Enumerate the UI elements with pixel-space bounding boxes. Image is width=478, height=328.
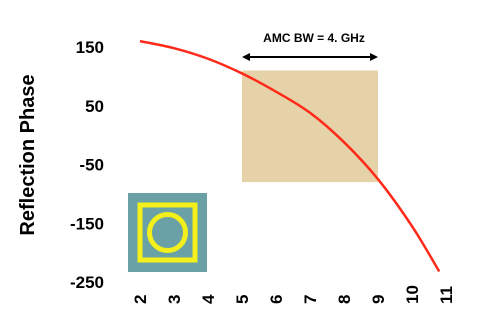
x-tick-label: 2 xyxy=(131,295,150,304)
y-tick-label: -150 xyxy=(70,214,104,233)
y-tick-label: 50 xyxy=(85,97,104,116)
x-tick-label: 3 xyxy=(165,295,184,304)
y-tick-labels: 150 50 -50 -150 -250 xyxy=(70,38,104,292)
y-tick-label: -250 xyxy=(70,273,104,292)
x-tick-label: 5 xyxy=(233,295,252,304)
amc-unit-cell-icon xyxy=(128,193,207,272)
bandwidth-band-layer xyxy=(242,70,378,183)
x-tick-label: 11 xyxy=(437,286,456,304)
x-tick-label: 10 xyxy=(403,285,422,304)
y-axis-label: Reflection Phase xyxy=(17,74,39,235)
annotation-arrowhead-left xyxy=(242,53,250,61)
x-tick-label: 4 xyxy=(199,294,218,304)
series-layer xyxy=(139,39,441,273)
x-tick-label: 6 xyxy=(267,295,286,304)
y-tick-label: -50 xyxy=(79,156,104,175)
inset-circle-patch xyxy=(147,212,188,253)
x-tick-label: 7 xyxy=(301,295,320,304)
inset-square-ring xyxy=(137,202,198,263)
annotation-arrowhead-right xyxy=(370,53,378,61)
bandwidth-annotation: AMC BW = 4. GHz xyxy=(242,31,378,61)
annotation-label: AMC BW = 4. GHz xyxy=(263,31,365,45)
x-tick-label: 8 xyxy=(335,295,354,304)
x-tick-labels: 2 3 4 5 6 7 8 9 10 11 xyxy=(131,285,456,304)
y-tick-label: 150 xyxy=(76,38,104,57)
x-tick-label: 9 xyxy=(369,295,388,304)
bandwidth-band xyxy=(242,70,378,183)
reflection-phase-line xyxy=(139,39,441,273)
